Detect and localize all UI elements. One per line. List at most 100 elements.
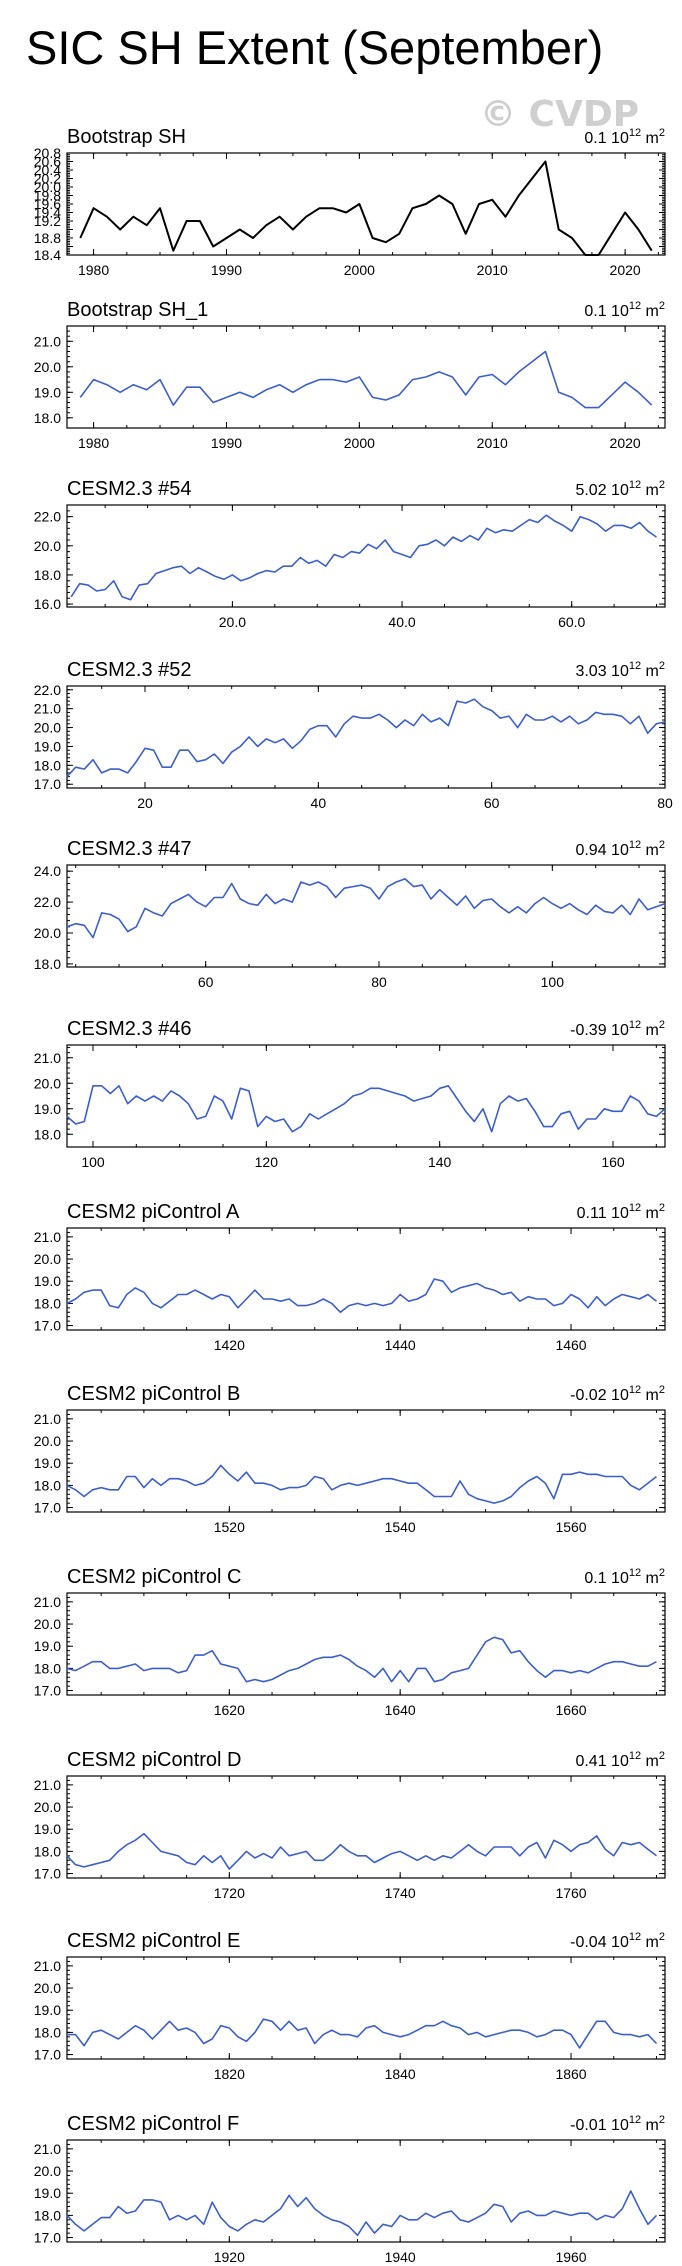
trend-value: 0.1 1012 m2: [584, 300, 665, 320]
y-tick-label: 20.0: [34, 720, 61, 736]
x-tick-label: 20.0: [219, 614, 246, 630]
x-tick-label: 20: [137, 795, 153, 811]
y-tick-label: 19.2: [34, 213, 61, 229]
series-line: [66, 1278, 657, 1314]
x-tick-label: 2000: [344, 262, 375, 278]
y-tick-label: 20.6: [34, 154, 61, 170]
chart-panel-2: Bootstrap SH_1 0.1 1012 m2 18.0 19.0 20.0 21.…: [34, 299, 666, 451]
y-tick-label: 20.4: [34, 162, 61, 178]
y-tick-label: 18.0: [34, 1126, 61, 1142]
panel-title: Bootstrap SH: [67, 126, 186, 148]
y-tick-label: 21.0: [34, 1594, 61, 1610]
y-tick-label: 17.0: [34, 2230, 61, 2246]
plot-frame: [66, 1409, 666, 1513]
y-tick-label: 17.0: [34, 2047, 61, 2063]
y-tick-label: 17.0: [34, 1318, 61, 1334]
series-line: [79, 160, 653, 256]
chart-panel-11: CESM2 piControl E -0.04 1012 m2 17.0 18.0 19…: [34, 1930, 666, 2082]
x-tick-label: 60.0: [558, 614, 585, 630]
y-tick-label: 18.0: [34, 567, 61, 583]
y-tick-label: 19.0: [34, 1273, 61, 1289]
x-tick-label: 1640: [385, 1702, 416, 1718]
y-tick-label: 17.0: [34, 1683, 61, 1699]
y-tick-label: 21.0: [34, 1050, 61, 1066]
x-tick-label: 80: [657, 795, 673, 811]
plot-frame: [66, 1775, 666, 1879]
y-tick-label: 21.0: [34, 1777, 61, 1793]
series-line: [66, 1636, 657, 1683]
chart-panel-4: CESM2.3 #52 3.03 1012 m2 17.0 18.0 19.0 20.0 2…: [34, 659, 673, 811]
plot-frame: [66, 2139, 666, 2243]
y-tick-label: 20.0: [34, 179, 61, 195]
y-tick-label: 21.0: [34, 2141, 61, 2157]
y-tick-label: 22.0: [34, 509, 61, 525]
chart-panel-6: CESM2.3 #46 -0.39 1012 m2 18.0 19.0 20.0 21.0…: [34, 1018, 666, 1170]
y-tick-label: 19.4: [34, 205, 61, 221]
y-tick-label: 19.0: [34, 1455, 61, 1471]
panel-title: Bootstrap SH_1: [67, 299, 208, 321]
x-tick-label: 1660: [555, 1702, 586, 1718]
y-tick-label: 19.0: [34, 2185, 61, 2201]
y-tick-label: 20.0: [34, 1980, 61, 1996]
chart-panel-8: CESM2 piControl B -0.02 1012 m2 17.0 18.0 19…: [34, 1383, 666, 1535]
y-tick-label: 18.0: [34, 1660, 61, 1676]
x-tick-label: 1860: [555, 2066, 586, 2082]
x-tick-label: 1720: [214, 1885, 245, 1901]
x-tick-label: 1420: [214, 1337, 245, 1353]
y-tick-label: 17.0: [34, 1866, 61, 1882]
page-title: SIC SH Extent (September): [26, 21, 604, 74]
y-tick-label: 20.0: [34, 925, 61, 941]
x-tick-label: 1540: [385, 1519, 416, 1535]
x-tick-label: 140: [428, 1154, 452, 1170]
series-line: [66, 878, 666, 939]
x-tick-label: 1840: [385, 2066, 416, 2082]
x-tick-label: 100: [541, 974, 565, 990]
y-tick-label: 20.0: [34, 2163, 61, 2179]
panel-title: CESM2 piControl F: [67, 2113, 239, 2135]
y-tick-label: 19.0: [34, 384, 61, 400]
y-tick-label: 18.0: [34, 1295, 61, 1311]
x-tick-label: 2000: [344, 435, 375, 451]
x-tick-label: 60: [198, 974, 214, 990]
y-tick-label: 20.8: [34, 145, 61, 161]
y-tick-label: 20.0: [34, 1433, 61, 1449]
trend-value: 0.1 1012 m2: [584, 127, 665, 147]
trend-value: 3.03 1012 m2: [575, 660, 665, 680]
plot-frame: [66, 1227, 666, 1331]
y-tick-label: 21.0: [34, 1958, 61, 1974]
y-tick-label: 20.2: [34, 171, 61, 187]
x-tick-label: 1980: [78, 435, 109, 451]
x-tick-label: 100: [81, 1154, 105, 1170]
x-tick-label: 1520: [214, 1519, 245, 1535]
plot-frame: [66, 504, 666, 608]
trend-value: 0.11 1012 m2: [577, 1202, 665, 1222]
y-tick-label: 19.0: [34, 1101, 61, 1117]
y-tick-label: 19.8: [34, 188, 61, 204]
panel-title: CESM2.3 #47: [67, 838, 192, 860]
y-tick-label: 20.0: [34, 359, 61, 375]
y-tick-label: 18.0: [34, 956, 61, 972]
series-line: [66, 1085, 666, 1133]
y-tick-label: 17.0: [34, 776, 61, 792]
x-tick-label: 1960: [555, 2249, 586, 2265]
series-line: [66, 1832, 657, 1870]
x-tick-label: 120: [255, 1154, 279, 1170]
y-tick-label: 18.0: [34, 757, 61, 773]
x-tick-label: 1990: [211, 435, 242, 451]
trend-value: 5.02 1012 m2: [575, 479, 665, 499]
cvdp-watermark: © CVDP: [480, 94, 640, 135]
series-line: [66, 698, 666, 778]
y-tick-label: 21.0: [34, 333, 61, 349]
x-tick-label: 2020: [610, 262, 641, 278]
y-tick-label: 18.0: [34, 2024, 61, 2040]
plot-frame: [66, 1956, 666, 2060]
x-tick-label: 1820: [214, 2066, 245, 2082]
panel-title: CESM2 piControl A: [67, 1201, 240, 1223]
plot-frame: [66, 1044, 666, 1148]
series-line: [70, 514, 657, 601]
panel-title: CESM2 piControl B: [67, 1383, 240, 1405]
y-tick-label: 22.0: [34, 894, 61, 910]
y-tick-label: 18.0: [34, 1477, 61, 1493]
y-tick-label: 20.0: [34, 538, 61, 554]
x-tick-label: 160: [601, 1154, 625, 1170]
